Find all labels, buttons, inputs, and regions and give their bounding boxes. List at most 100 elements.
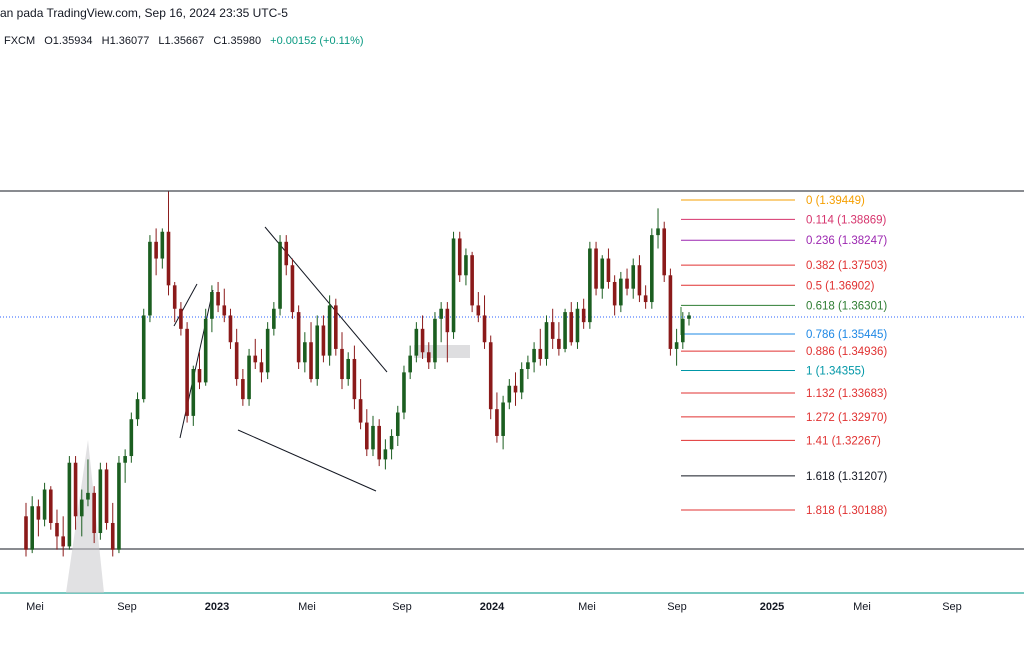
candle-body [67,462,72,547]
candle-body [86,492,90,500]
candle-body [141,315,146,400]
x-tick-label: Mei [853,601,871,613]
candle-body [600,258,605,289]
wedge-upper-line[interactable] [264,226,388,373]
candle-body [569,312,574,343]
candle-body [464,255,468,276]
candle-body [303,342,307,363]
wedge-lower-line[interactable] [237,429,377,492]
candle-body [30,506,34,550]
candle-body [612,281,617,306]
candle-body [197,369,202,383]
candle-body [228,315,233,343]
x-tick-label: 2023 [205,601,229,613]
projection-cone-shape[interactable] [66,440,104,593]
candle-body [79,499,84,517]
ohlc-legend: FXCM O1.35934 H1.36077 L1.35667 C1.35980… [4,35,370,47]
x-tick-label: Sep [392,601,412,613]
x-tick-label: 2025 [760,601,784,613]
candle-body [123,456,127,463]
fib-level-label: 0.5 (1.36902) [806,280,875,292]
x-axis: Mei Sep 2023 Mei Sep 2024 Mei Sep 2025 Mei Sep [26,601,962,613]
candle-body [631,265,636,289]
candle-body [315,325,320,380]
candle-body [513,385,518,393]
fib-level-label: 1.41 (1.32267) [806,435,881,447]
candle-body [321,325,326,356]
fib-level-label: 0 (1.39449) [806,195,865,207]
candle-body [340,348,344,380]
fib-level-label: 1.618 (1.31207) [806,471,887,483]
candle-body [272,308,276,329]
candle-body [557,338,561,349]
candle-body [625,278,629,289]
fib-level-label: 0.236 (1.38247) [806,235,887,247]
candle-body [550,322,555,339]
candle-body [185,328,189,416]
fib-level-label: 0.786 (1.35445) [806,329,887,341]
candle-body [364,422,369,450]
candle-body [73,462,78,517]
candle-body [544,322,549,359]
candle-body [92,492,96,534]
candle-body [166,231,171,286]
candle-body [687,315,691,319]
candle-body [501,402,505,436]
candle-body [482,315,487,343]
candle-body [36,506,41,520]
candle-body [135,399,140,420]
candle-body [519,369,524,393]
candle-body [681,318,685,343]
candle-body [148,241,152,316]
chart-attribution: an pada TradingView.com, Sep 16, 2024 23… [0,6,288,20]
candle-body [402,372,406,413]
candle-body [203,318,208,383]
candle-body [426,352,431,363]
candle-body [470,255,474,306]
candle-body [284,241,289,266]
ohlc-change: +0.00152 (+0.11%) [270,35,364,47]
fib-level-label: 1 (1.34355) [806,366,865,378]
trendline-2[interactable] [179,289,214,439]
symbol-source: FXCM [4,35,36,47]
candle-body [222,305,227,316]
candle-body [588,248,592,323]
candles [24,191,691,557]
x-tick-label: Mei [26,601,44,613]
candle-body [104,469,109,523]
candle-body [383,449,388,460]
candle-body [377,425,381,460]
x-tick-label: Sep [667,601,687,613]
candle-body [674,342,679,349]
candle-body [290,265,295,313]
candle-body [98,469,103,534]
ohlc-close: C1.35980 [213,35,262,47]
candle-body [389,435,394,450]
candle-body [433,318,437,363]
candle-body [259,362,264,373]
candle-body [495,409,499,436]
candle-body [172,285,177,309]
ohlc-open: O1.35934 [44,35,93,47]
candle-body [179,308,183,329]
candle-body [241,379,245,400]
fib-level-label: 0.618 (1.36301) [806,300,887,312]
candle-body [476,305,481,316]
fibonacci-levels[interactable]: 0 (1.39449) 0.114 (1.38869) 0.236 (1.38247… [681,195,887,517]
trendline-1[interactable] [173,283,198,327]
candle-body [296,312,301,363]
candle-body [507,385,512,403]
candle-body [327,305,332,356]
candle-body [110,522,115,550]
candle-body [445,308,450,333]
fib-level-label: 1.818 (1.30188) [806,505,887,517]
candle-body [278,241,282,309]
candle-body [55,522,59,537]
candle-body [662,228,667,276]
candle-body [439,308,443,319]
x-tick-label: Sep [942,601,962,613]
fib-level-label: 1.272 (1.32970) [806,412,887,424]
x-tick-label: Mei [578,601,596,613]
candle-body [668,275,673,349]
